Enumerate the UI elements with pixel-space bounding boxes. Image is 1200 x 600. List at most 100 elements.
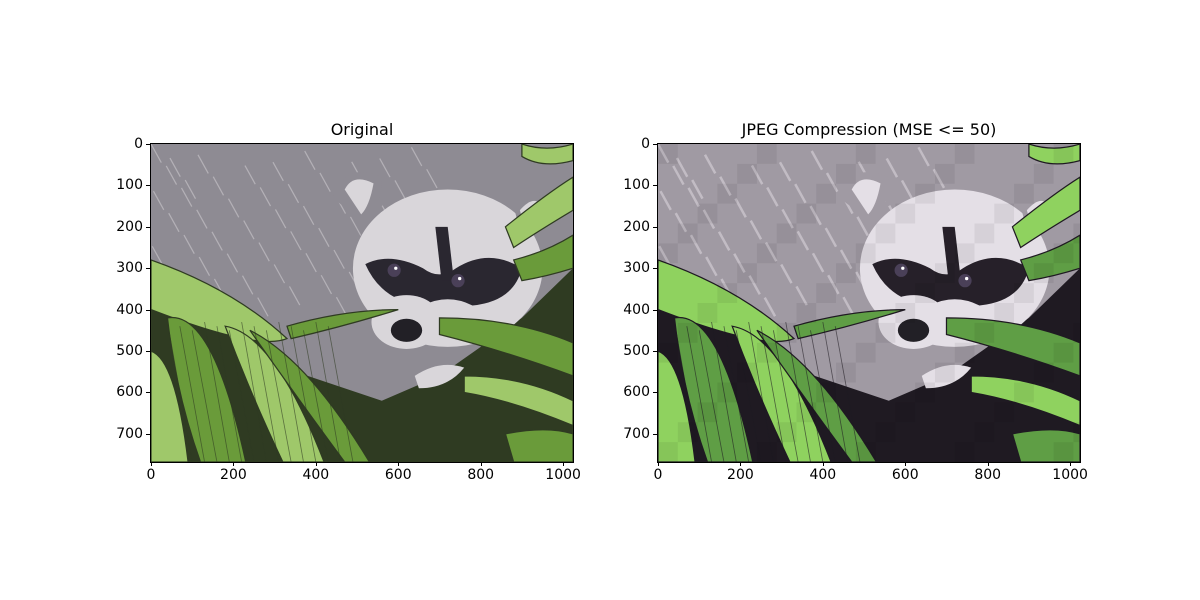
compression-block bbox=[915, 283, 935, 303]
compression-block bbox=[855, 342, 876, 363]
compression-block bbox=[776, 422, 797, 443]
leaf-vein bbox=[772, 330, 799, 462]
palm-leaf bbox=[463, 375, 573, 427]
x-tick-label: 800 bbox=[467, 467, 495, 483]
x-tick-label: 400 bbox=[302, 467, 330, 483]
compression-block bbox=[934, 362, 955, 383]
fur-stroke bbox=[658, 144, 670, 164]
compression-block bbox=[875, 422, 896, 443]
y-tick-mark bbox=[146, 309, 150, 311]
image-panel bbox=[658, 144, 1080, 462]
compression-block bbox=[658, 442, 678, 462]
y-tick-label: 600 bbox=[116, 384, 143, 401]
fur-stroke bbox=[827, 274, 840, 295]
palm-leaf bbox=[731, 325, 832, 462]
compression-block bbox=[1073, 322, 1080, 343]
x-tick-mark bbox=[233, 462, 235, 466]
fur-stroke bbox=[703, 154, 717, 175]
nose bbox=[897, 318, 930, 342]
fur-stroke bbox=[226, 253, 239, 273]
image-panel bbox=[151, 144, 573, 462]
compression-block bbox=[954, 144, 975, 164]
fur-stroke bbox=[705, 256, 718, 277]
fur-stroke bbox=[719, 176, 732, 196]
y-tick-label: 100 bbox=[116, 177, 143, 194]
fur-stroke bbox=[302, 205, 315, 226]
fur-stroke bbox=[410, 147, 423, 167]
fur-stroke bbox=[426, 168, 438, 189]
x-tick-mark bbox=[563, 462, 565, 466]
y-tick-label: 0 bbox=[134, 136, 143, 152]
fur-stroke bbox=[717, 231, 731, 252]
leaf-vein bbox=[216, 326, 243, 462]
y-tick-label: 700 bbox=[116, 425, 143, 442]
fur-stroke bbox=[856, 216, 869, 237]
paw bbox=[414, 364, 465, 389]
y-tick-mark bbox=[146, 226, 150, 228]
right-eye bbox=[958, 274, 972, 288]
compression-block bbox=[875, 322, 896, 343]
palm-leaf bbox=[673, 316, 754, 462]
left-eye bbox=[894, 263, 908, 277]
fur-stroke bbox=[795, 285, 808, 306]
fur-stroke bbox=[764, 241, 778, 262]
compression-block bbox=[915, 183, 935, 204]
y-tick-label: 300 bbox=[623, 260, 650, 277]
compression-block bbox=[895, 203, 916, 224]
fur-stroke bbox=[658, 245, 671, 266]
fur-stroke bbox=[212, 176, 225, 196]
compression-block bbox=[756, 144, 777, 164]
fur-stroke bbox=[748, 275, 761, 295]
fur-stroke bbox=[734, 198, 747, 218]
fur-stroke bbox=[241, 275, 254, 295]
fur-stroke bbox=[288, 286, 301, 306]
compression-block bbox=[855, 442, 876, 462]
compression-block bbox=[1033, 263, 1054, 284]
fur-stroke bbox=[702, 209, 716, 230]
x-tick-label: 1000 bbox=[1052, 467, 1088, 483]
palm-leaf bbox=[151, 350, 189, 462]
compression-block bbox=[934, 263, 955, 284]
compression-block bbox=[717, 183, 738, 204]
y-tick-label: 100 bbox=[623, 177, 650, 194]
compression-block bbox=[737, 263, 757, 284]
leaf-vein bbox=[290, 326, 317, 462]
fur-stroke bbox=[169, 157, 181, 178]
compression-block bbox=[994, 203, 1015, 224]
leaf-vein bbox=[303, 330, 329, 462]
fur-stroke bbox=[691, 179, 704, 200]
palm-leaf bbox=[521, 144, 573, 165]
nose bbox=[390, 318, 423, 342]
face-stripe bbox=[435, 226, 454, 281]
y-tick-mark bbox=[653, 433, 657, 435]
compression-block bbox=[816, 382, 837, 403]
leaf-vein bbox=[327, 326, 354, 462]
x-tick-label: 200 bbox=[727, 467, 754, 483]
leaf-vein bbox=[748, 321, 774, 462]
leaf-vein bbox=[698, 330, 725, 462]
palm-leaf bbox=[504, 429, 573, 462]
compression-block bbox=[895, 402, 916, 423]
fur-stroke bbox=[183, 234, 195, 255]
compression-block bbox=[1053, 144, 1074, 164]
compression-block bbox=[756, 442, 777, 462]
fur-stroke bbox=[287, 183, 300, 204]
compression-block bbox=[1073, 223, 1080, 244]
compression-block bbox=[1053, 442, 1074, 462]
fur-stroke bbox=[780, 263, 793, 284]
x-tick-label: 800 bbox=[974, 467, 1002, 483]
fur-stroke bbox=[749, 219, 763, 240]
compression-block bbox=[1014, 382, 1034, 403]
fur-stroke bbox=[274, 209, 287, 229]
fur-stroke bbox=[244, 165, 256, 185]
x-tick-mark bbox=[315, 462, 317, 466]
paw bbox=[921, 364, 972, 389]
compression-block bbox=[895, 303, 916, 323]
fur-stroke bbox=[824, 227, 838, 248]
compression-block bbox=[836, 163, 856, 184]
panel-title: Original bbox=[330, 120, 394, 139]
palm-leaf bbox=[1028, 144, 1080, 165]
leaf-vein bbox=[315, 321, 341, 462]
fur-stroke bbox=[151, 245, 164, 266]
compression-block bbox=[677, 223, 698, 244]
